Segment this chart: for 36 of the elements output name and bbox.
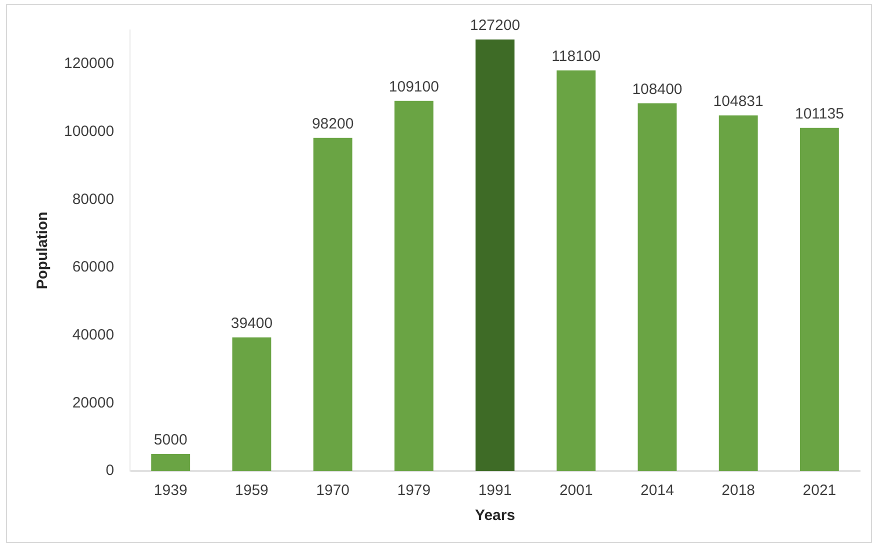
y-tick-label: 60000 [72, 258, 114, 276]
y-tick-label: 80000 [72, 190, 114, 208]
data-label: 101135 [794, 106, 844, 123]
x-tick-label: 1959 [235, 482, 268, 500]
bar [313, 138, 352, 471]
y-tick-label: 40000 [72, 326, 114, 344]
bar [232, 337, 272, 471]
x-tick-label: 1991 [478, 482, 512, 500]
y-tick-label: 120000 [64, 55, 114, 72]
data-label: 109100 [388, 78, 439, 96]
bar [638, 103, 677, 471]
data-label: 108400 [632, 80, 682, 98]
bar [394, 100, 434, 471]
x-tick-label: 2018 [722, 482, 756, 500]
x-tick-label: 1970 [316, 482, 350, 500]
x-axis-title: Years [475, 507, 516, 524]
x-tick-label: 1979 [397, 482, 431, 500]
data-label: 104831 [713, 93, 764, 110]
bar [718, 115, 758, 471]
x-tick-label: 1939 [154, 482, 188, 500]
y-tick-label: 0 [106, 462, 114, 480]
y-axis-title: Population [34, 212, 52, 290]
data-label: 39400 [230, 314, 273, 332]
y-tick-label: 20000 [72, 394, 114, 412]
x-tick-label: 2001 [559, 482, 593, 500]
x-tick-label: 2021 [802, 482, 836, 500]
x-tick-label: 2014 [640, 482, 674, 500]
y-tick-label: 100000 [64, 122, 114, 140]
data-label: 127200 [470, 17, 520, 34]
data-label: 5000 [154, 432, 188, 449]
data-label: 98200 [312, 116, 354, 133]
bar [151, 454, 190, 471]
bar [556, 70, 596, 471]
bar [800, 128, 839, 471]
bar [476, 40, 514, 471]
data-label: 118100 [552, 48, 601, 66]
